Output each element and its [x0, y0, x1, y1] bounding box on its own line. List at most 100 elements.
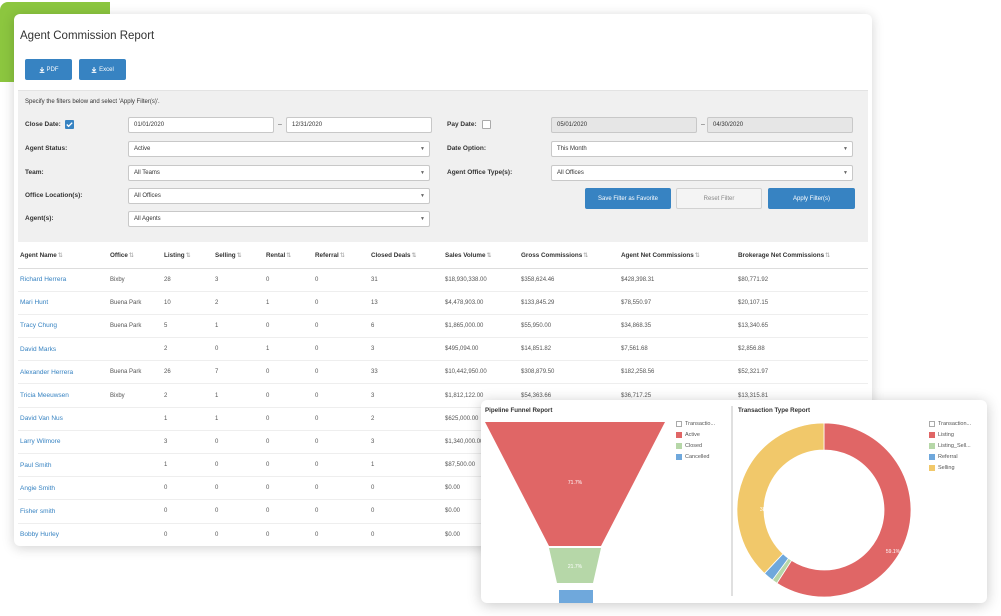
table-cell: $4,478,903.00: [443, 291, 519, 315]
funnel-label-closed: 21.7%: [568, 564, 583, 570]
column-header[interactable]: Brokerage Net Commissions⇅: [736, 244, 868, 269]
legend-swatch: [676, 453, 682, 460]
date-option-select[interactable]: This Month ▼: [551, 141, 853, 157]
column-header[interactable]: Rental⇅: [264, 244, 313, 269]
table-cell: 0: [313, 383, 369, 408]
table-cell: $495,094.00: [443, 337, 519, 362]
legend-item[interactable]: Transactio...: [676, 418, 715, 429]
close-date-to-input[interactable]: 12/31/2020: [286, 117, 432, 133]
legend-swatch: [676, 420, 682, 427]
column-header[interactable]: Closed Deals⇅: [369, 244, 443, 269]
sort-icon[interactable]: ⇅: [128, 253, 134, 260]
legend-item[interactable]: Active: [676, 429, 715, 440]
export-pdf-button[interactable]: PDF: [25, 59, 72, 80]
team-select[interactable]: All Teams ▼: [128, 165, 430, 181]
table-cell: 3: [369, 383, 443, 408]
legend-item[interactable]: Cancelled: [676, 451, 715, 462]
team-label: Team:: [25, 169, 44, 176]
pay-date-from-input[interactable]: 05/01/2020: [551, 117, 697, 133]
table-cell: 0: [264, 383, 313, 408]
table-cell: 28: [162, 268, 213, 292]
agent-name-link[interactable]: Angie Smith: [18, 476, 108, 501]
funnel-chart: 71.7% 21.7%: [485, 422, 665, 603]
sort-icon[interactable]: ⇅: [339, 253, 345, 260]
column-header[interactable]: Listing⇅: [162, 244, 213, 269]
table-cell: 0: [264, 407, 313, 431]
pay-date-checkbox[interactable]: [482, 120, 491, 129]
close-date-checkbox[interactable]: [65, 120, 74, 129]
save-filter-favorite-button[interactable]: Save Filter as Favorite: [585, 188, 671, 209]
sort-icon[interactable]: ⇅: [286, 253, 292, 260]
close-date-label: Close Date:: [25, 121, 61, 128]
sort-icon[interactable]: ⇅: [411, 253, 417, 260]
table-cell: $13,340.65: [736, 314, 868, 339]
legend-item[interactable]: Transaction...: [929, 418, 971, 429]
funnel-label-active: 71.7%: [568, 480, 583, 486]
agent-name-link[interactable]: Larry Wilmore: [18, 430, 108, 455]
agent-name-link[interactable]: Bobby Hurley: [18, 523, 108, 546]
table-cell: $10,442,950.00: [443, 360, 519, 385]
funnel-segment-cancelled: [559, 590, 593, 603]
column-header[interactable]: Gross Commissions⇅: [519, 244, 619, 269]
sort-icon[interactable]: ⇅: [486, 253, 492, 260]
agents-select[interactable]: All Agents ▼: [128, 211, 430, 227]
column-header[interactable]: Sales Volume⇅: [443, 244, 519, 269]
close-date-from-input[interactable]: 01/01/2020: [128, 117, 274, 133]
office-type-select[interactable]: All Offices ▼: [551, 165, 853, 181]
column-header-label: Agent Name: [20, 252, 57, 260]
agent-name-link[interactable]: Richard Herrera: [18, 268, 108, 292]
agent-name-link[interactable]: David Van Nus: [18, 407, 108, 431]
office-type-label: Agent Office Type(s):: [447, 169, 513, 176]
legend-swatch: [929, 431, 935, 438]
export-excel-button[interactable]: Excel: [79, 59, 126, 80]
table-cell: 0: [313, 407, 369, 431]
agent-name-link[interactable]: David Marks: [18, 337, 108, 362]
column-header[interactable]: Selling⇅: [213, 244, 264, 269]
agent-name-link[interactable]: Mari Hunt: [18, 291, 108, 315]
table-header-row: Agent Name⇅ Office⇅ Listing⇅ Selling⇅ Rental…: [18, 244, 868, 269]
table-cell: $428,398.31: [619, 268, 736, 292]
reset-filter-button[interactable]: Reset Filter: [676, 188, 762, 209]
agent-name-link[interactable]: Alexander Herrera: [18, 360, 108, 385]
table-cell: 2: [369, 407, 443, 431]
legend-label: Transactio...: [685, 420, 716, 427]
column-header-label: Agent Net Commissions: [621, 252, 694, 260]
legend-item[interactable]: Listing: [929, 429, 971, 440]
legend-item[interactable]: Listing_Sell...: [929, 440, 971, 451]
agent-name-link[interactable]: Paul Smith: [18, 453, 108, 478]
table-cell: 0: [264, 453, 313, 478]
sort-icon[interactable]: ⇅: [57, 253, 63, 260]
agent-name-link[interactable]: Fisher smith: [18, 499, 108, 524]
agent-name-link[interactable]: Tracy Chung: [18, 314, 108, 339]
date-option-label: Date Option:: [447, 145, 486, 152]
agent-status-select[interactable]: Active ▼: [128, 141, 430, 157]
legend-item[interactable]: Referral: [929, 451, 971, 462]
column-header-label: Referral: [315, 252, 339, 260]
pay-date-to-input[interactable]: 04/30/2020: [707, 117, 853, 133]
table-cell: 1: [213, 407, 264, 431]
legend-item[interactable]: Selling: [929, 462, 971, 473]
table-cell: 0: [369, 499, 443, 524]
table-cell: 1: [264, 291, 313, 315]
agents-value: All Agents: [134, 216, 161, 222]
table-cell: $358,624.46: [519, 268, 619, 292]
table-cell: 3: [369, 430, 443, 455]
column-header[interactable]: Office⇅: [108, 244, 162, 269]
funnel-legend: Transactio... Active Closed Cancelled: [676, 418, 715, 462]
sort-icon[interactable]: ⇅: [236, 253, 242, 260]
table-cell: 0: [264, 314, 313, 339]
sort-icon[interactable]: ⇅: [185, 253, 191, 260]
sort-icon[interactable]: ⇅: [694, 253, 700, 260]
column-header[interactable]: Agent Name⇅: [18, 244, 108, 269]
column-header[interactable]: Agent Net Commissions⇅: [619, 244, 736, 269]
sort-icon[interactable]: ⇅: [583, 253, 589, 260]
legend-item[interactable]: Closed: [676, 440, 715, 451]
agent-name-link[interactable]: Tricia Meeuwsen: [18, 383, 108, 408]
apply-filters-button[interactable]: Apply Filter(s): [768, 188, 855, 209]
table-cell: 0: [369, 523, 443, 546]
sort-icon[interactable]: ⇅: [825, 253, 831, 260]
column-header[interactable]: Referral⇅: [313, 244, 369, 269]
export-pdf-label: PDF: [46, 66, 59, 73]
table-cell: [108, 430, 162, 455]
office-location-select[interactable]: All Offices ▼: [128, 188, 430, 204]
